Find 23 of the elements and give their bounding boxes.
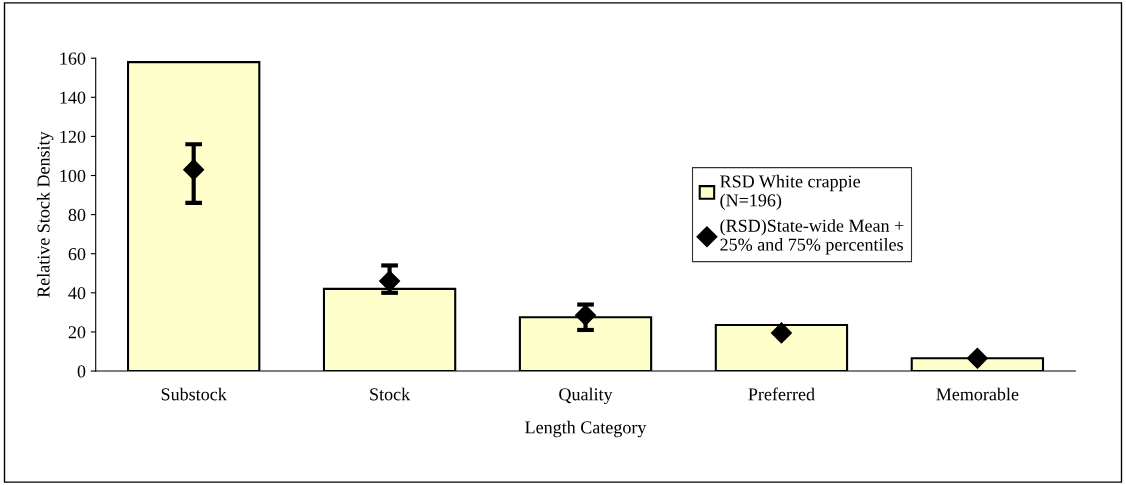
y-tick-label: 40 [68,287,86,300]
y-tick-label: 80 [68,208,86,222]
y-tick-label: 100 [60,169,86,182]
y-tick-label: 140 [60,91,86,104]
y-tick-label: 160 [60,52,86,65]
y-tick-label: 0 [77,365,86,378]
point [966,347,988,369]
y-tick-label: 20 [68,326,86,339]
x-tick-label: Stock [370,387,411,401]
y-tick-label: 60 [68,247,86,261]
y-tick-label: 120 [60,130,86,143]
x-axis-title: Length Category [525,420,647,438]
point [770,322,792,344]
point [379,270,401,292]
point [575,304,597,326]
x-tick-label: Quality [559,387,613,405]
legend-label: RSD White crappie (N=196) [720,174,861,211]
x-tick-label: Memorable [936,387,1019,401]
x-tick-label: Preferred [748,387,815,401]
legend-label: (RSD)State-wide Mean + 25% and 75% percentiles [720,219,904,255]
point [183,159,205,181]
x-tick-label: Substock [161,387,227,401]
y-axis-title: Relative Stock Density [36,131,54,298]
